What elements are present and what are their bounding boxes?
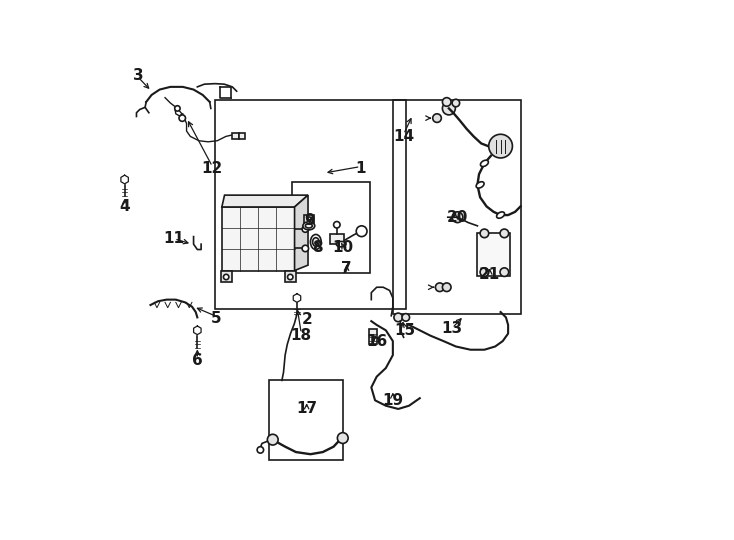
Circle shape bbox=[175, 106, 180, 111]
Bar bbox=[330, 234, 344, 244]
Bar bbox=[215, 100, 407, 309]
Text: 2: 2 bbox=[301, 312, 312, 327]
Circle shape bbox=[288, 274, 293, 280]
Circle shape bbox=[433, 114, 441, 123]
Text: 19: 19 bbox=[382, 393, 404, 408]
Circle shape bbox=[267, 434, 278, 445]
Text: 9: 9 bbox=[304, 213, 315, 228]
Bar bbox=[369, 329, 377, 345]
Circle shape bbox=[443, 98, 451, 106]
Text: 20: 20 bbox=[447, 210, 468, 225]
Text: 18: 18 bbox=[291, 328, 312, 343]
Polygon shape bbox=[222, 195, 308, 207]
Circle shape bbox=[500, 229, 509, 238]
Circle shape bbox=[452, 212, 463, 222]
Circle shape bbox=[302, 226, 308, 232]
Text: 16: 16 bbox=[366, 334, 388, 349]
Text: 8: 8 bbox=[312, 240, 323, 255]
Circle shape bbox=[394, 313, 402, 322]
Bar bbox=[239, 133, 245, 139]
Circle shape bbox=[179, 115, 186, 122]
Text: 10: 10 bbox=[333, 240, 353, 255]
Circle shape bbox=[334, 221, 340, 228]
Circle shape bbox=[443, 283, 451, 292]
Circle shape bbox=[257, 447, 264, 453]
Ellipse shape bbox=[476, 182, 484, 188]
Text: 21: 21 bbox=[479, 267, 501, 282]
Circle shape bbox=[402, 314, 410, 321]
Text: 7: 7 bbox=[341, 261, 352, 276]
Ellipse shape bbox=[336, 241, 346, 247]
Bar bbox=[221, 271, 231, 282]
Bar bbox=[233, 133, 239, 139]
Ellipse shape bbox=[481, 160, 488, 166]
Text: 6: 6 bbox=[192, 353, 203, 368]
Text: 14: 14 bbox=[393, 129, 414, 144]
Circle shape bbox=[480, 268, 489, 276]
Text: 13: 13 bbox=[442, 321, 462, 336]
Bar bbox=[477, 233, 509, 276]
Circle shape bbox=[302, 245, 308, 252]
Text: 5: 5 bbox=[211, 311, 222, 326]
Circle shape bbox=[307, 217, 311, 221]
Bar bbox=[291, 182, 370, 273]
Circle shape bbox=[338, 433, 348, 443]
Polygon shape bbox=[294, 195, 308, 271]
Ellipse shape bbox=[305, 224, 313, 228]
Circle shape bbox=[443, 102, 455, 115]
Text: 15: 15 bbox=[394, 323, 415, 338]
Bar bbox=[222, 207, 294, 271]
Circle shape bbox=[435, 283, 444, 292]
Bar bbox=[305, 215, 314, 223]
Ellipse shape bbox=[303, 222, 315, 230]
Ellipse shape bbox=[497, 212, 504, 218]
Circle shape bbox=[480, 229, 489, 238]
Text: 3: 3 bbox=[133, 68, 143, 83]
Bar bbox=[285, 271, 296, 282]
Text: 12: 12 bbox=[202, 161, 223, 176]
Text: 17: 17 bbox=[296, 401, 317, 416]
Bar bbox=[393, 100, 521, 314]
Text: 4: 4 bbox=[120, 199, 130, 214]
Circle shape bbox=[223, 274, 229, 280]
Bar bbox=[269, 380, 344, 460]
Circle shape bbox=[356, 226, 367, 237]
Circle shape bbox=[489, 134, 512, 158]
Circle shape bbox=[452, 99, 459, 107]
Ellipse shape bbox=[310, 234, 321, 249]
Circle shape bbox=[500, 268, 509, 276]
Text: 11: 11 bbox=[164, 231, 185, 246]
Text: 1: 1 bbox=[355, 161, 366, 176]
Ellipse shape bbox=[313, 238, 319, 246]
